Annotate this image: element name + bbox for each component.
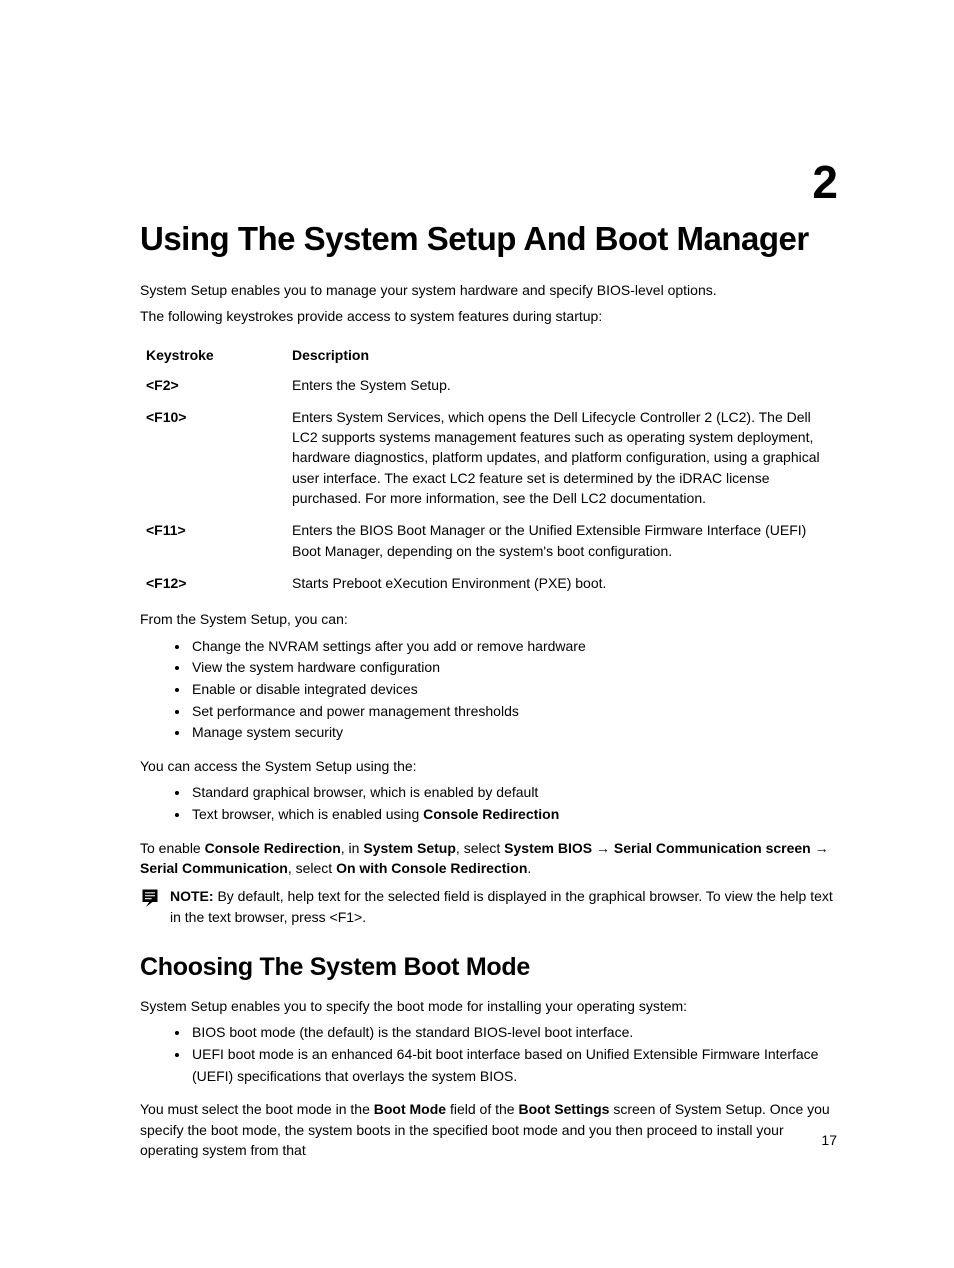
text-run: , select: [288, 860, 336, 876]
note-icon: [140, 886, 170, 910]
description-cell: Starts Preboot eXecution Environment (PX…: [286, 567, 844, 599]
table-row: <F2> Enters the System Setup.: [140, 369, 844, 401]
list-item: View the system hardware configuration: [190, 657, 844, 679]
text-bold: On with Console Redirection: [336, 860, 527, 876]
list-item: UEFI boot mode is an enhanced 64-bit boo…: [190, 1044, 844, 1087]
keystroke-cell: <F2>: [140, 369, 286, 401]
table-header-row: Keystroke Description: [140, 341, 844, 369]
text-bold: Serial Communication screen: [614, 840, 811, 856]
text-run: , select: [456, 840, 504, 856]
list-item: Enable or disable integrated devices: [190, 679, 844, 701]
note-block: NOTE: By default, help text for the sele…: [140, 886, 844, 927]
list-item: Standard graphical browser, which is ena…: [190, 782, 844, 804]
list-item: Text browser, which is enabled using Con…: [190, 804, 844, 826]
table-header-description: Description: [286, 341, 844, 369]
text-bold: Console Redirection: [205, 840, 341, 856]
text-run: field of the: [446, 1101, 518, 1117]
boot-mode-list: BIOS boot mode (the default) is the stan…: [140, 1022, 844, 1087]
description-cell: Enters the System Setup.: [286, 369, 844, 401]
list-item: Manage system security: [190, 722, 844, 744]
boot-mode-intro: System Setup enables you to specify the …: [140, 996, 844, 1016]
list-item-text: Text browser, which is enabled using: [192, 806, 423, 822]
list-item: Change the NVRAM settings after you add …: [190, 636, 844, 658]
table-header-keystroke: Keystroke: [140, 341, 286, 369]
text-bold: Boot Mode: [374, 1101, 446, 1117]
keystroke-cell: <F11>: [140, 514, 286, 567]
text-run: You must select the boot mode in the: [140, 1101, 374, 1117]
section-heading: Choosing The System Boot Mode: [140, 953, 844, 982]
keystroke-cell: <F10>: [140, 401, 286, 514]
note-body: By default, help text for the selected f…: [170, 888, 833, 924]
page-title: Using The System Setup And Boot Manager: [140, 220, 844, 258]
access-methods-list: Standard graphical browser, which is ena…: [140, 782, 844, 825]
list-item-bold: Console Redirection: [423, 806, 559, 822]
table-row: <F12> Starts Preboot eXecution Environme…: [140, 567, 844, 599]
note-label: NOTE:: [170, 888, 214, 904]
description-cell: Enters System Services, which opens the …: [286, 401, 844, 514]
description-cell: Enters the BIOS Boot Manager or the Unif…: [286, 514, 844, 567]
intro-paragraph-2: The following keystrokes provide access …: [140, 306, 844, 326]
text-bold: Boot Settings: [518, 1101, 609, 1117]
text-run: , in: [341, 840, 364, 856]
access-intro-paragraph: You can access the System Setup using th…: [140, 756, 844, 776]
text-bold: System Setup: [363, 840, 456, 856]
text-arrow: →: [592, 840, 614, 856]
intro-paragraph-1: System Setup enables you to manage your …: [140, 280, 844, 300]
text-run: .: [527, 860, 531, 876]
table-row: <F10> Enters System Services, which open…: [140, 401, 844, 514]
table-row: <F11> Enters the BIOS Boot Manager or th…: [140, 514, 844, 567]
list-item: Set performance and power management thr…: [190, 701, 844, 723]
document-page: 2 Using The System Setup And Boot Manage…: [0, 0, 954, 1268]
page-number: 17: [821, 1132, 837, 1148]
after-table-paragraph: From the System Setup, you can:: [140, 609, 844, 629]
capabilities-list: Change the NVRAM settings after you add …: [140, 636, 844, 744]
list-item: BIOS boot mode (the default) is the stan…: [190, 1022, 844, 1044]
boot-mode-tail-paragraph: You must select the boot mode in the Boo…: [140, 1099, 844, 1160]
keystroke-table: Keystroke Description <F2> Enters the Sy…: [140, 341, 844, 600]
enable-console-paragraph: To enable Console Redirection, in System…: [140, 838, 844, 879]
text-run: To enable: [140, 840, 205, 856]
text-bold: System BIOS: [504, 840, 592, 856]
note-text: NOTE: By default, help text for the sele…: [170, 886, 844, 927]
text-arrow: →: [811, 840, 829, 856]
chapter-number: 2: [812, 155, 837, 209]
text-bold: Serial Communication: [140, 860, 288, 876]
keystroke-cell: <F12>: [140, 567, 286, 599]
